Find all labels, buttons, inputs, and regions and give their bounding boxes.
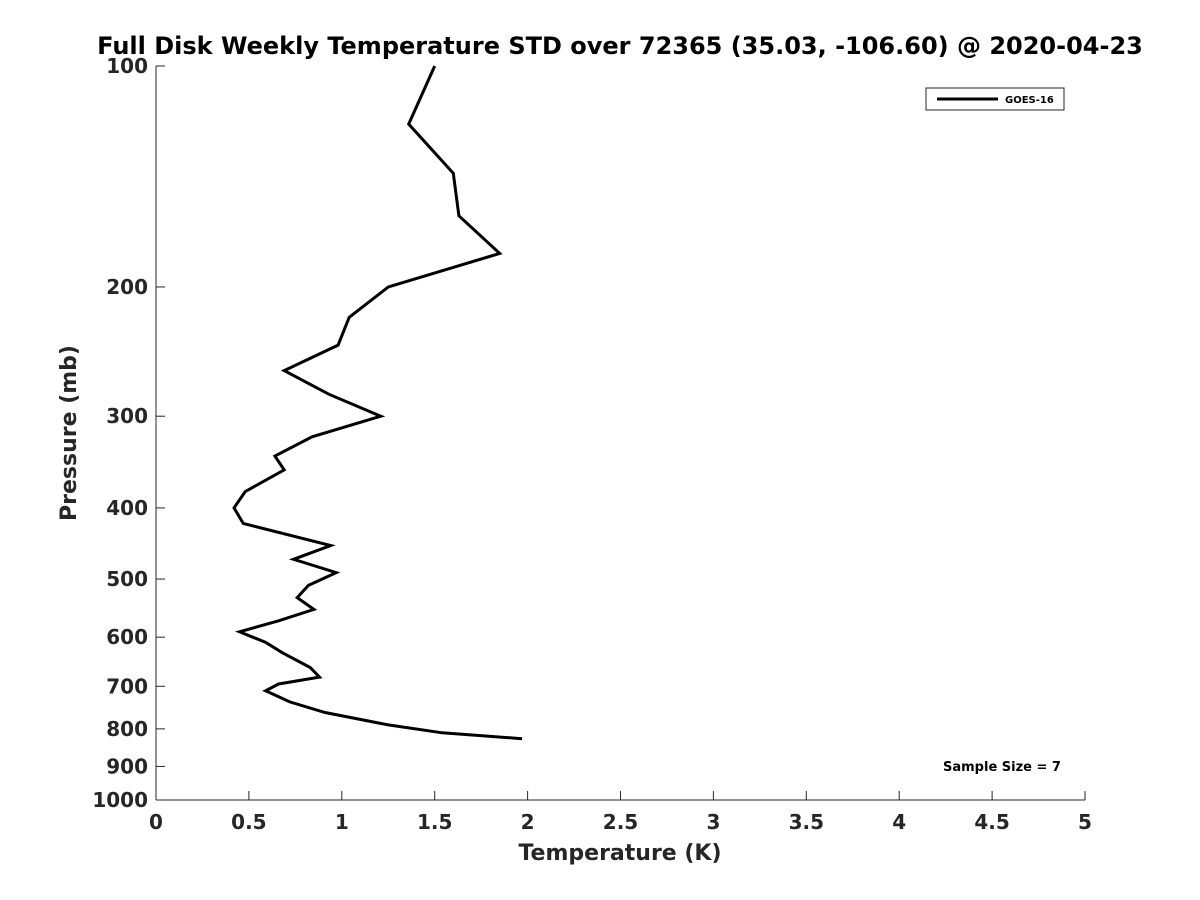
x-ticks: 0 0.5 1 1.5 2 2.5 3 3.5 4 4.5 5 [149,791,1092,834]
y-tick-label: 300 [106,404,148,428]
y-tick-label: 500 [106,567,148,591]
series-line-goes-16 [232,65,523,741]
x-tick-label: 5 [1078,810,1092,834]
y-tick-label: 700 [106,674,148,698]
y-tick-label: 600 [106,625,148,649]
legend: GOES-16 [925,87,1065,111]
x-tick-label: 2.5 [603,810,638,834]
y-axis-label: Pressure (mb) [57,345,82,521]
y-tick-label: 900 [106,754,148,778]
x-axis-label: Temperature (K) [518,841,721,866]
x-tick-label: 3 [706,810,720,834]
x-tick-label: 0.5 [231,810,266,834]
sample-size-annotation: Sample Size = 7 [943,760,1061,775]
y-tick-label: 100 [106,54,148,78]
x-tick-label: 4 [892,810,906,834]
legend-entry-goes-16: GOES-16 [1005,95,1054,106]
x-tick-label: 2 [521,810,535,834]
x-tick-label: 1 [335,810,349,834]
y-tick-label: 1000 [92,788,148,812]
x-tick-label: 1.5 [417,810,452,834]
x-tick-label: 0 [149,810,163,834]
y-tick-label: 800 [106,717,148,741]
y-ticks: 100 200 300 400 500 600 700 800 900 1000 [92,54,165,812]
y-tick-label: 200 [106,275,148,299]
y-tick-label: 400 [106,496,148,520]
x-tick-label: 3.5 [789,810,824,834]
series-layer [232,65,523,741]
x-tick-label: 4.5 [974,810,1009,834]
chart-title: Full Disk Weekly Temperature STD over 72… [97,32,1143,60]
